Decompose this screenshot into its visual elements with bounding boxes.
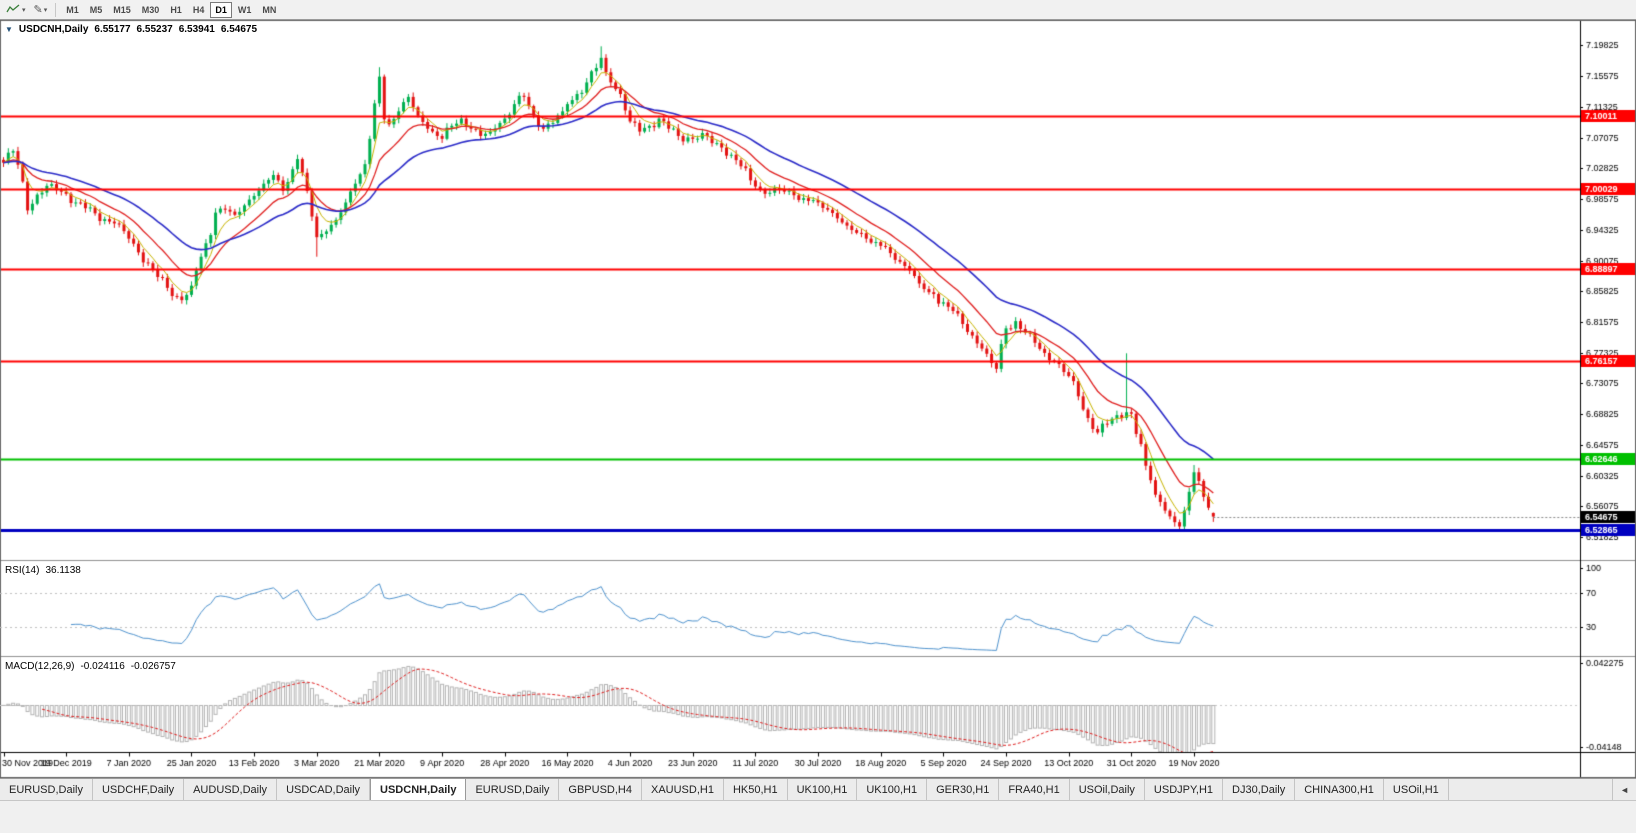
collapse-triangle-icon: ▼: [5, 25, 13, 34]
timeframe-button-mn[interactable]: MN: [262, 4, 277, 15]
chart-tab-ger30-h1[interactable]: GER30,H1: [927, 779, 1000, 800]
chart-tab-china300-h1[interactable]: CHINA300,H1: [1295, 779, 1384, 800]
chevron-down-icon: ▾: [22, 6, 26, 14]
chart-tab-dj30-daily[interactable]: DJ30,Daily: [1223, 779, 1296, 800]
pencil-icon: ✎: [33, 4, 43, 16]
rsi-indicator-label: RSI(14) 36.1138: [5, 565, 87, 577]
high-value: 6.55237: [136, 24, 173, 35]
chart-tab-uk100-h1[interactable]: UK100,H1: [788, 779, 858, 800]
zigzag-line-icon: [6, 4, 20, 13]
chart-tab-fra40-h1[interactable]: FRA40,H1: [999, 779, 1070, 800]
chart-tab-hk50-h1[interactable]: HK50,H1: [724, 779, 788, 800]
chart-tab-audusd-daily[interactable]: AUDUSD,Daily: [184, 779, 278, 800]
timeframe-button-w1[interactable]: W1: [237, 4, 252, 15]
open-value: 6.55177: [94, 24, 131, 35]
low-value: 6.53941: [178, 24, 215, 35]
top-toolbar: ▾ ✎ ▾ M1 M5 M15 M30 H1 H4 D1 W1 MN: [0, 0, 1636, 20]
chart-line-tool-button[interactable]: ▾: [3, 2, 29, 18]
chart-tab-usoil-daily[interactable]: USOil,Daily: [1070, 779, 1145, 800]
rsi-name: RSI(14): [5, 565, 40, 576]
chart-window: ▼ USDCNH,Daily 6.55177 6.55237 6.53941 6.5467…: [0, 20, 1636, 778]
chart-tab-usdcnh-daily[interactable]: USDCNH,Daily: [370, 779, 467, 800]
macd-name: MACD(12,26,9): [5, 661, 75, 672]
chart-tab-usdjpy-h1[interactable]: USDJPY,H1: [1145, 779, 1224, 800]
timeframe-button-h4[interactable]: H4: [192, 4, 205, 15]
timeframe-button-m1[interactable]: M1: [66, 4, 79, 15]
timeframe-button-d1[interactable]: D1: [210, 1, 232, 18]
timeframe-button-m15[interactable]: M15: [113, 4, 131, 15]
chart-canvas[interactable]: [0, 20, 1636, 778]
macd-signal-value: -0.026757: [130, 661, 176, 672]
tab-scroll-left-button[interactable]: ◄: [1612, 779, 1636, 800]
timeframe-button-h1[interactable]: H1: [170, 4, 182, 15]
symbol-period-label: USDCNH,Daily: [18, 24, 89, 35]
chart-tab-eurusd-daily[interactable]: EURUSD,Daily: [466, 779, 560, 800]
rsi-value: 36.1138: [45, 565, 81, 576]
chart-title: ▼ USDCNH,Daily 6.55177 6.55237 6.53941 6.5467…: [5, 24, 263, 36]
chart-tabs-bar: EURUSD,Daily USDCHF,Daily AUDUSD,Daily USDC…: [0, 778, 1636, 800]
timeframe-button-m30[interactable]: M30: [141, 4, 160, 15]
timeframe-group: M1 M5 M15 M30 H1 H4 D1 W1 MN: [61, 1, 281, 18]
bottom-filler: [0, 800, 1636, 833]
timeframe-button-m5[interactable]: M5: [89, 4, 103, 15]
chart-tab-eurusd-daily[interactable]: EURUSD,Daily: [0, 779, 93, 800]
chart-tab-uk100-h1[interactable]: UK100,H1: [857, 779, 928, 800]
chevron-down-icon: ▾: [43, 6, 48, 14]
chart-tab-xauusd-h1[interactable]: XAUUSD,H1: [642, 779, 724, 800]
chart-tab-usdcad-daily[interactable]: USDCAD,Daily: [277, 779, 371, 800]
chart-tab-gbpusd-h4[interactable]: GBPUSD,H4: [559, 779, 642, 800]
macd-main-value: -0.024116: [80, 661, 125, 672]
macd-indicator-label: MACD(12,26,9) -0.024116 -0.026757: [5, 661, 182, 673]
close-value: 6.54675: [220, 24, 258, 35]
toolbar-separator: [55, 2, 57, 17]
draw-tool-button[interactable]: ✎ ▾: [31, 2, 51, 18]
chart-tab-usoil-h1[interactable]: USOil,H1: [1384, 779, 1449, 800]
chart-tab-usdchf-daily[interactable]: USDCHF,Daily: [93, 779, 185, 800]
